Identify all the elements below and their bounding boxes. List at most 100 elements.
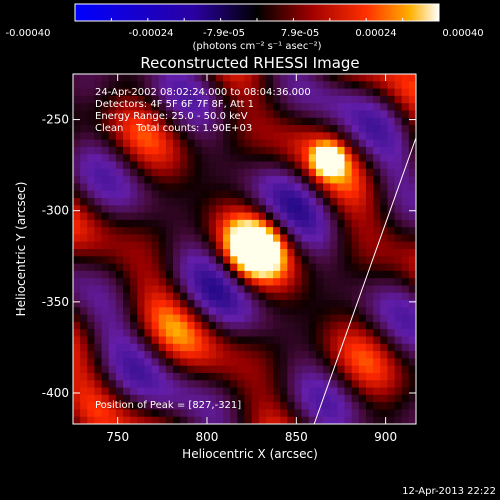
heatmap-cell (387, 292, 396, 301)
heatmap-cell (158, 190, 167, 199)
heatmap-cell (151, 394, 160, 403)
heatmap-cell (137, 103, 146, 112)
heatmap-cell (358, 212, 367, 221)
heatmap-cell (144, 95, 153, 104)
heatmap-cell (101, 336, 110, 345)
heatmap-cell (287, 270, 296, 279)
heatmap-cell (301, 256, 310, 265)
heatmap-cell (294, 358, 303, 367)
heatmap-cell (287, 358, 296, 367)
heatmap-cell (173, 387, 181, 396)
heatmap-cell (280, 205, 288, 214)
heatmap-cell (237, 292, 246, 301)
heatmap-cell (165, 205, 174, 214)
heatmap-cell (287, 416, 296, 424)
heatmap-cell (280, 372, 288, 381)
heatmap-cell (130, 125, 138, 133)
heatmap-cell (123, 74, 131, 82)
heatmap-cell (151, 168, 160, 177)
heatmap-cell (265, 125, 274, 133)
heatmap-cell (394, 409, 403, 418)
heatmap-cell (308, 336, 317, 345)
heatmap-cell (351, 314, 360, 323)
heatmap-cell (315, 307, 324, 316)
annotation-energy: Energy Range: 25.0 - 50.0 keV (95, 111, 248, 122)
heatmap-cell (301, 74, 310, 82)
heatmap-cell (194, 103, 203, 112)
heatmap-cell (194, 110, 203, 119)
heatmap-cell (265, 161, 274, 170)
heatmap-cell (301, 329, 310, 338)
heatmap-cell (301, 161, 310, 170)
heatmap-cell (165, 146, 174, 155)
heatmap-cell (87, 343, 96, 352)
heatmap-cell (323, 292, 331, 301)
heatmap-cell (151, 227, 160, 236)
heatmap-cell (337, 241, 346, 250)
heatmap-cell (323, 241, 331, 250)
heatmap-cell (394, 110, 403, 119)
heatmap-cell (151, 183, 160, 192)
heatmap-cell (323, 256, 331, 265)
heatmap-cell (251, 125, 260, 133)
heatmap-cell (180, 176, 188, 184)
heatmap-cell (358, 146, 367, 155)
heatmap-cell (380, 183, 389, 192)
heatmap-cell (273, 263, 281, 272)
heatmap-cell (365, 190, 374, 199)
heatmap-cell (223, 154, 231, 163)
heatmap-cell (123, 117, 131, 126)
heatmap-cell (294, 256, 303, 265)
heatmap-cell (358, 139, 367, 148)
heatmap-cell (208, 154, 217, 163)
heatmap-cell (358, 307, 367, 316)
heatmap-cell (73, 402, 81, 411)
heatmap-cell (323, 227, 331, 236)
heatmap-cell (87, 168, 96, 177)
heatmap-cell (344, 285, 353, 294)
heatmap-cell (408, 402, 416, 411)
heatmap-cell (165, 110, 174, 119)
heatmap-cell (208, 285, 217, 294)
heatmap-cell (144, 416, 153, 424)
heatmap-cell (315, 321, 324, 330)
heatmap-cell (351, 365, 360, 374)
heatmap-cell (73, 95, 81, 104)
heatmap-cell (108, 88, 117, 97)
heatmap-cell (265, 292, 274, 301)
heatmap-cell (380, 394, 389, 403)
heatmap-cell (265, 176, 274, 184)
heatmap-cell (165, 197, 174, 206)
heatmap-cell (280, 88, 288, 97)
heatmap-cell (315, 132, 324, 141)
heatmap-cell (115, 394, 124, 403)
heatmap-cell (87, 88, 96, 97)
heatmap-cell (394, 234, 403, 243)
heatmap-cell (165, 88, 174, 97)
heatmap-cell (387, 241, 396, 250)
heatmap-cell (344, 343, 353, 352)
heatmap-cell (130, 132, 138, 141)
heatmap-cell (408, 241, 416, 250)
heatmap-cell (358, 161, 367, 170)
heatmap-cell (337, 132, 346, 141)
heatmap-cell (208, 117, 217, 126)
heatmap-cell (194, 95, 203, 104)
heatmap-cell (337, 219, 346, 228)
heatmap-cell (87, 416, 96, 424)
heatmap-cell (187, 278, 196, 287)
heatmap-cell (108, 125, 117, 133)
heatmap-cell (337, 394, 346, 403)
heatmap-cell (144, 183, 153, 192)
heatmap-cell (115, 183, 124, 192)
heatmap-cell (301, 197, 310, 206)
heatmap-cell (194, 416, 203, 424)
heatmap-cell (265, 154, 274, 163)
heatmap-cell (80, 300, 88, 308)
heatmap-cell (187, 256, 196, 265)
heatmap-cell (158, 154, 167, 163)
heatmap-cell (137, 270, 146, 279)
heatmap-cell (358, 292, 367, 301)
heatmap-cell (244, 343, 253, 352)
heatmap-cell (80, 205, 88, 214)
